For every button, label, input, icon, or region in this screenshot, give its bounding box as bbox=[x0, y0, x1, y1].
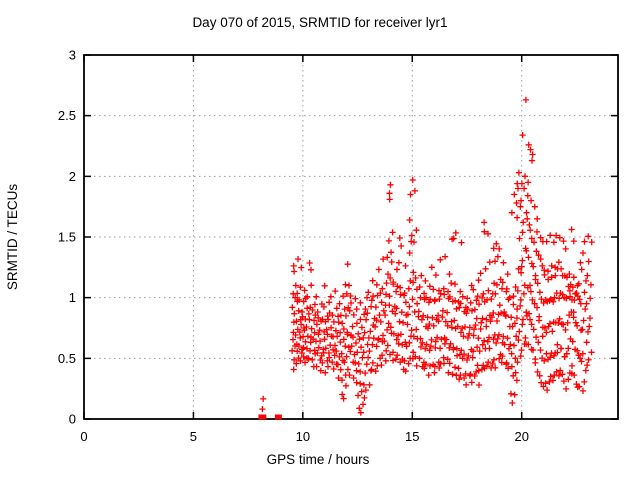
grid-path bbox=[84, 55, 618, 419]
zero-value-marker bbox=[259, 414, 267, 420]
x-axis-label: GPS time / hours bbox=[267, 452, 370, 467]
chart-title: Day 070 of 2015, SRMTID for receiver lyr… bbox=[192, 15, 447, 30]
scatter-points bbox=[258, 96, 595, 420]
grid-lines bbox=[84, 55, 618, 419]
plot-frame bbox=[83, 54, 619, 420]
x-tick-label: 0 bbox=[80, 429, 87, 444]
y-tick-label: 2 bbox=[69, 169, 76, 184]
data-points-path bbox=[259, 96, 595, 416]
y-tick-label: 1 bbox=[69, 290, 76, 305]
y-tick-label: 0 bbox=[69, 412, 76, 427]
x-tick-label: 10 bbox=[296, 429, 310, 444]
y-tick-label: 0.5 bbox=[58, 351, 76, 366]
axis-tick-labels: 0 5 10 15 20 0 0.5 1 1.5 2 2.5 3 bbox=[58, 48, 529, 445]
y-tick-label: 2.5 bbox=[58, 108, 76, 123]
y-tick-label: 1.5 bbox=[58, 230, 76, 245]
y-axis-label: SRMTID / TECUs bbox=[5, 184, 20, 291]
x-tick-label: 5 bbox=[190, 429, 197, 444]
y-tick-label: 3 bbox=[69, 48, 76, 63]
zero-value-marker bbox=[274, 414, 282, 420]
x-tick-label: 20 bbox=[514, 429, 528, 444]
x-tick-label: 15 bbox=[405, 429, 419, 444]
